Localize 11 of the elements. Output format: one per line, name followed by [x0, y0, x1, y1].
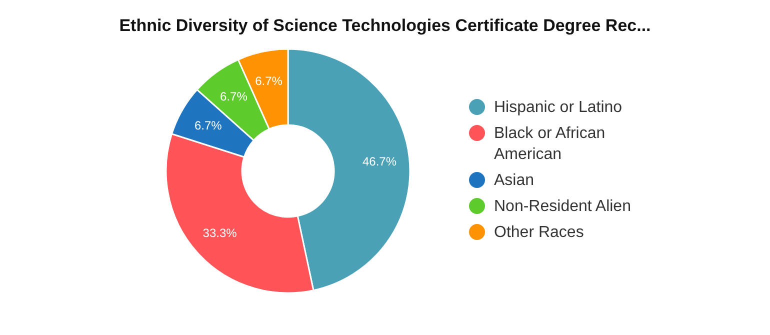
data-label: 6.7%: [220, 90, 248, 104]
data-label: 6.7%: [255, 74, 283, 88]
data-label: 33.3%: [202, 226, 238, 240]
legend-label: Black or African American: [494, 124, 606, 162]
legend-label: Non-Resident Alien: [494, 198, 631, 214]
legend-label: Hispanic or Latino: [494, 98, 622, 116]
legend-label: Asian: [494, 172, 534, 188]
data-label: 46.7%: [362, 154, 397, 168]
legend-label: Other Races: [494, 224, 584, 240]
data-label: 6.7%: [194, 118, 222, 132]
chart-title: Ethnic Diversity of Science Technologies Certificate Degree Rec...: [119, 16, 651, 35]
